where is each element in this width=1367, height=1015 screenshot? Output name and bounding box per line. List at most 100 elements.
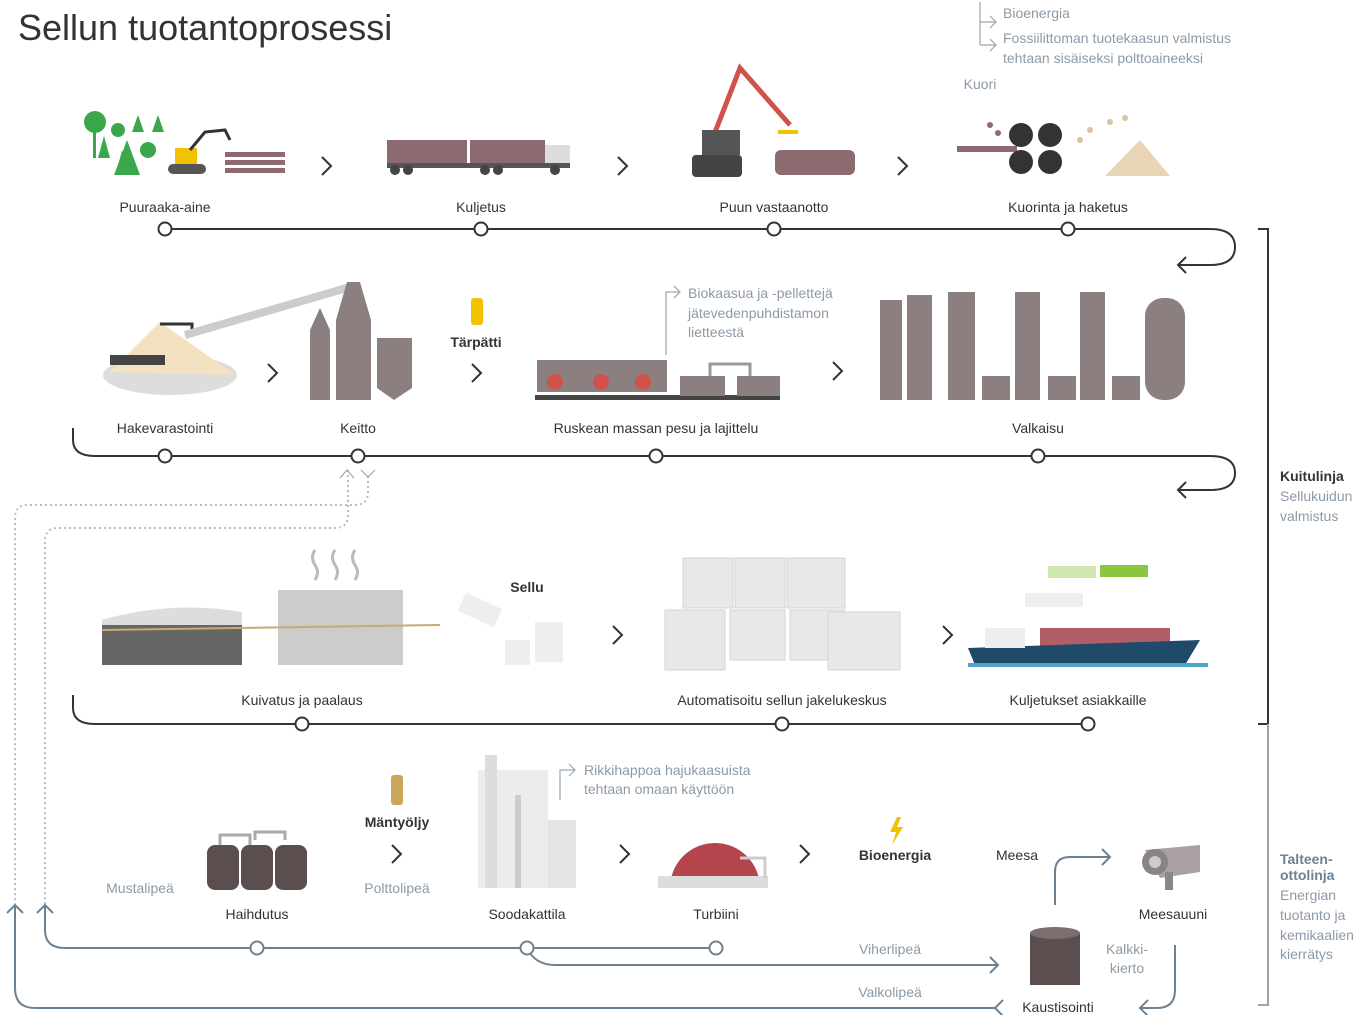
fiber-bracket xyxy=(1258,229,1268,724)
forest-icon-part xyxy=(93,130,96,158)
bolt-icon-part xyxy=(890,817,903,845)
note: lietteestä xyxy=(688,324,744,340)
flow-line xyxy=(165,229,1235,273)
nodes-part xyxy=(159,450,172,463)
stage-label: Soodakattila xyxy=(488,906,565,922)
recovery-lines-part xyxy=(527,948,998,973)
turbine-icon xyxy=(658,843,768,888)
chevrons-part xyxy=(833,362,842,380)
truck-icon-part xyxy=(493,165,503,175)
flow-label: Viherlipeä xyxy=(859,941,921,957)
biogas-note-part xyxy=(666,286,680,355)
stage-label: Puun vastaanotto xyxy=(720,199,829,215)
digester-icon-part xyxy=(310,308,330,330)
legend-title: ottolinja xyxy=(1280,867,1335,883)
stage-label: Keitto xyxy=(340,420,376,436)
stage-label: Meesauuni xyxy=(1139,906,1208,922)
legend-text: tuotanto ja xyxy=(1280,907,1346,923)
turpentine-icon-part xyxy=(471,298,483,325)
truck-icon-part xyxy=(390,165,400,175)
crane-icon-part xyxy=(702,130,740,155)
debarking-icon-part xyxy=(995,130,1001,136)
stage-label: Puuraaka-aine xyxy=(119,199,210,215)
bolt-icon xyxy=(890,817,903,845)
crane-icon-part xyxy=(692,155,742,177)
warehouse-icon-part xyxy=(787,558,845,608)
drying-icon-part xyxy=(535,622,563,662)
forest-icon-part xyxy=(175,148,197,164)
debarking-icon-part xyxy=(1107,119,1113,125)
forest-icon-part xyxy=(152,115,164,132)
causticizing-icon xyxy=(1030,927,1080,985)
return-line xyxy=(15,476,368,905)
forest-icon-part xyxy=(111,123,125,137)
flow-label: Mustalipeä xyxy=(106,880,174,896)
chevrons-part xyxy=(618,157,627,175)
flow-label: Polttolipeä xyxy=(364,880,430,896)
chevrons-part xyxy=(613,626,622,644)
recovery-lines-part xyxy=(1055,849,1110,905)
truck-icon-part xyxy=(387,140,467,165)
chevrons-part xyxy=(800,845,809,863)
warehouse-icon xyxy=(665,558,900,670)
digester-icon-part xyxy=(310,330,330,400)
legend-text: Sellukuidun xyxy=(1280,488,1352,504)
recovery-boiler-icon-part xyxy=(548,820,576,888)
nodes-part xyxy=(1082,718,1095,731)
flow-label: Kalkki- xyxy=(1106,941,1148,957)
truck-icon-part xyxy=(480,165,490,175)
note: Bioenergia xyxy=(1003,5,1070,21)
recovery-lines-part xyxy=(710,942,723,955)
crane-icon xyxy=(692,68,855,177)
chevrons xyxy=(268,157,952,863)
tall-oil-icon xyxy=(391,775,403,805)
forest-icon-part xyxy=(98,136,110,158)
legend-title: Kuitulinja xyxy=(1280,468,1344,484)
turbine-icon-part xyxy=(658,876,768,888)
warehouse-icon-part xyxy=(730,610,785,660)
chevrons-part xyxy=(472,364,481,382)
note: Fossiilittoman tuotekaasun valmistus xyxy=(1003,30,1231,46)
product-label: Bioenergia xyxy=(859,847,932,863)
digester-icon-part xyxy=(336,320,371,400)
debarking-icon-part xyxy=(1087,127,1093,133)
chevrons-part xyxy=(620,845,629,863)
forest-icon-part xyxy=(168,164,206,174)
shipping-icon-part xyxy=(1048,566,1096,578)
forest-icon-part xyxy=(140,142,156,158)
nodes-part xyxy=(475,223,488,236)
flow-line xyxy=(73,695,1088,724)
stage-label: Valkaisu xyxy=(1012,420,1064,436)
recovery-lines-part xyxy=(521,942,534,955)
note: tehtaan omaan käyttöön xyxy=(584,781,734,797)
stage-label: Kuljetus xyxy=(456,199,506,215)
washing-icon-part xyxy=(547,374,563,390)
recovery-bracket xyxy=(1258,724,1268,1005)
chevrons-part xyxy=(268,364,277,382)
forest-icon-part xyxy=(132,115,144,132)
stage-label: Turbiini xyxy=(693,906,738,922)
kiln-icon-part xyxy=(1165,872,1173,890)
legend-text: Energian xyxy=(1280,887,1336,903)
sulfuric-note-part xyxy=(560,764,575,800)
truck-icon-part xyxy=(387,163,570,168)
nodes-part xyxy=(650,450,663,463)
drying-icon-part xyxy=(505,640,530,665)
truck-icon-part xyxy=(470,140,545,165)
biogas-note: Biokaasua ja -pellettejä jätevedenpuhdis… xyxy=(666,285,833,355)
turpentine-icon xyxy=(471,298,483,325)
bleaching-icon-part xyxy=(907,295,932,400)
debarking-icon-part xyxy=(1077,137,1083,143)
stage-label: Hakevarastointi xyxy=(117,420,214,436)
chevrons-part xyxy=(322,157,331,175)
drying-icon-part xyxy=(458,592,503,627)
nodes-part xyxy=(768,223,781,236)
forest-icon-part xyxy=(225,168,285,173)
warehouse-icon-part xyxy=(828,612,900,670)
diagram: Sellun tuotantoprosessi Bioenergia Fossi… xyxy=(0,0,1367,1015)
nodes-part xyxy=(1032,450,1045,463)
crane-icon-part xyxy=(712,68,790,140)
flow-label: Meesa xyxy=(996,847,1038,863)
drying-icon-part xyxy=(102,608,242,626)
forest-icon-part xyxy=(84,111,106,133)
